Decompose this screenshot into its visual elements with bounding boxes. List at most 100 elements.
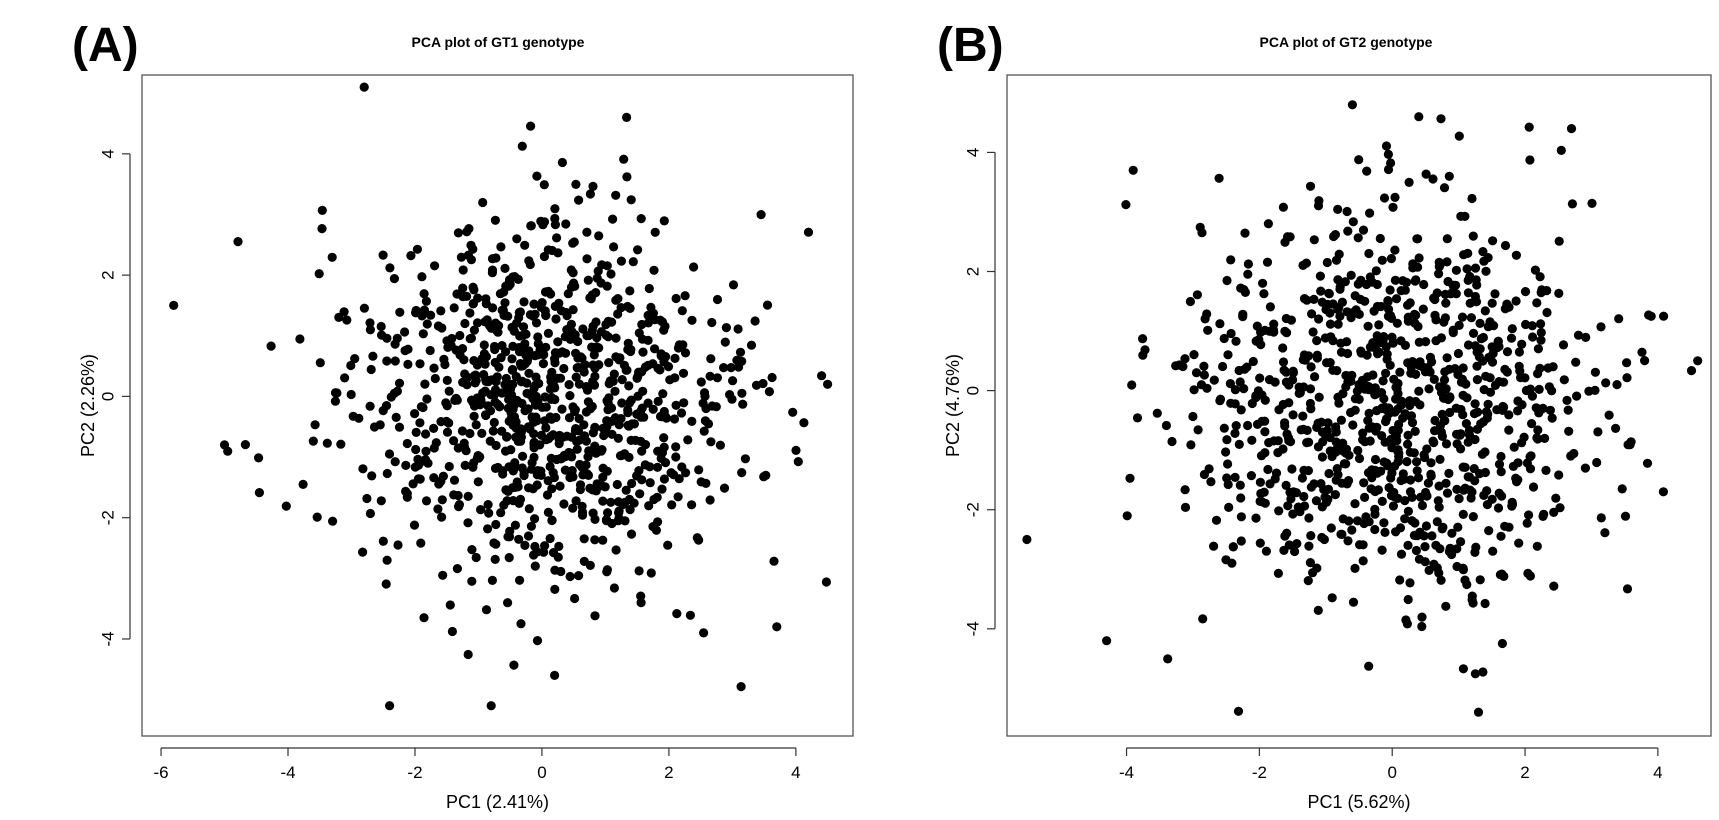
data-point [526,121,536,131]
data-point [462,227,472,237]
data-point [1458,509,1468,519]
data-point [1440,367,1450,377]
data-point [391,412,401,422]
data-point [602,281,612,291]
data-point [1456,211,1466,221]
data-point [1411,275,1421,285]
data-point [1324,288,1334,298]
data-point [705,371,715,381]
data-point [1485,317,1495,327]
data-point [659,216,669,226]
data-point [543,286,553,296]
data-point [1580,463,1590,473]
data-point [535,440,545,450]
data-point [1424,565,1434,576]
data-point [479,340,489,350]
data-point [1337,529,1347,540]
data-point [565,391,575,401]
data-point [1342,206,1352,217]
data-point [359,303,369,313]
data-point [1458,664,1468,674]
data-point [1468,328,1479,338]
data-point [546,394,557,404]
data-point [1358,225,1369,235]
data-point [1314,392,1324,402]
data-point [569,237,579,247]
data-point [481,605,492,615]
data-point [1485,373,1495,383]
data-point [680,291,690,301]
data-point [1475,469,1485,479]
data-point [1620,511,1631,521]
data-point [1202,309,1212,319]
data-point [1234,365,1244,376]
data-point [1590,385,1600,395]
data-point [500,298,510,308]
data-point [317,224,327,234]
data-point [1371,266,1381,276]
data-point [531,391,541,401]
data-point [1199,361,1209,371]
data-point [1382,458,1392,468]
data-point [1487,494,1497,504]
data-point [1441,478,1451,488]
data-point [392,333,402,343]
data-point [382,468,392,479]
data-point [1352,516,1363,526]
data-point [1539,509,1549,519]
data-point [653,517,663,527]
data-point [1348,217,1358,227]
data-point [608,376,618,386]
data-point [1338,514,1348,524]
data-point [514,534,524,544]
data-point [611,190,621,200]
data-point [472,393,482,403]
data-point [1230,472,1240,482]
data-point [1305,181,1316,191]
data-point [1323,484,1334,494]
data-point [1390,245,1400,255]
data-point [669,470,679,480]
data-point [1535,272,1545,282]
data-point [1587,198,1597,208]
data-point [1466,313,1476,323]
data-point [1358,556,1368,566]
data-point [1400,496,1410,506]
data-point [1219,333,1229,344]
data-point [367,471,377,481]
data-point [1478,417,1488,427]
data-point [1549,507,1559,517]
data-point [1192,290,1202,300]
data-point [442,401,452,411]
data-point [1185,296,1195,307]
data-point [1497,491,1507,501]
data-point [365,401,375,411]
data-point [417,272,427,282]
data-point [368,351,378,361]
data-point [1527,321,1537,331]
data-point [678,368,689,378]
data-point [707,317,717,328]
data-point [1306,362,1316,372]
data-point [1444,171,1454,181]
data-point [1282,528,1292,538]
data-point [376,496,386,506]
data-point [1470,669,1480,679]
data-point [623,301,633,312]
data-point [527,464,537,474]
data-point [1536,319,1546,329]
data-point [1235,377,1245,387]
data-point [1484,526,1494,536]
panel-label: (B) [937,19,1004,72]
data-point [550,204,560,214]
data-point [1426,471,1436,481]
data-point [421,496,432,506]
data-point [1335,282,1345,292]
data-point [490,554,500,565]
data-point [609,583,620,593]
data-point [1403,594,1413,605]
data-point [1284,540,1294,550]
data-point [1400,285,1410,295]
data-point [598,472,608,482]
data-point [579,420,589,430]
